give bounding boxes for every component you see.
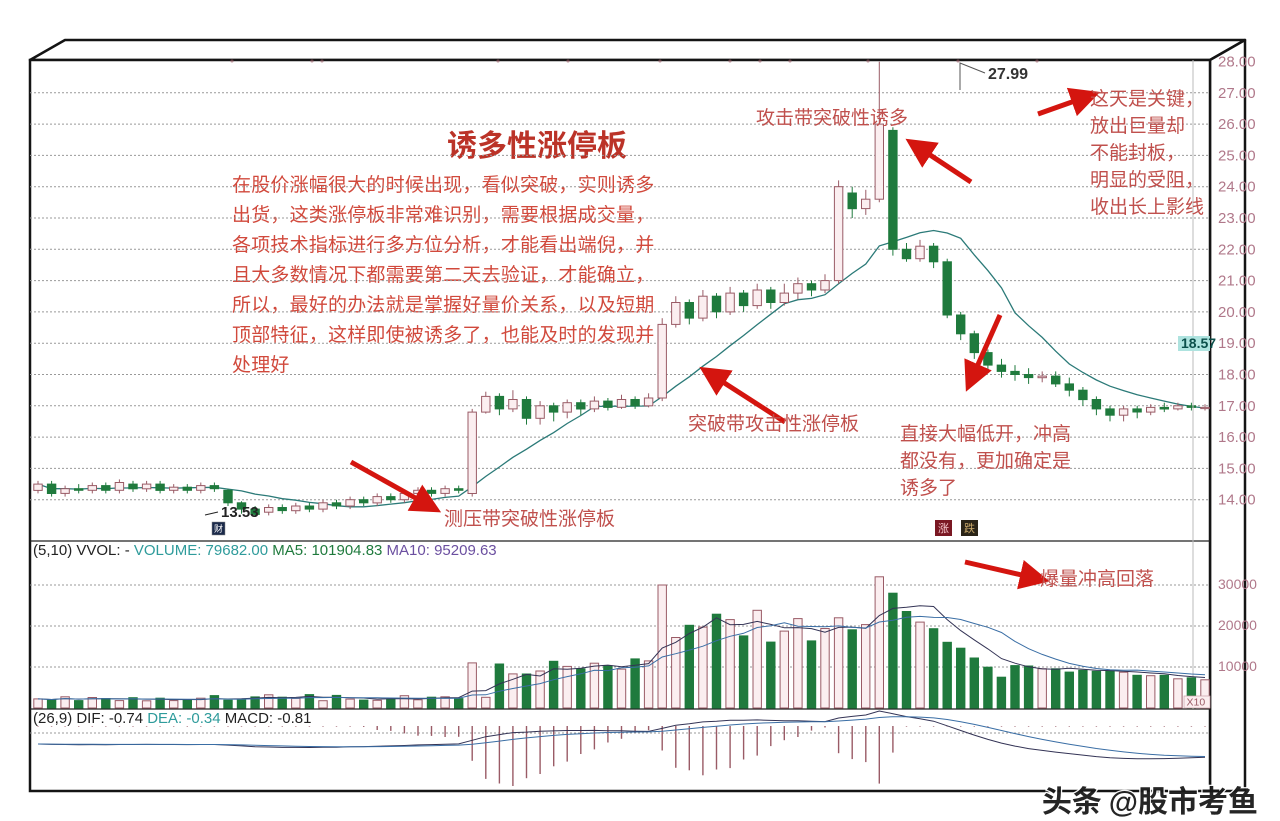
svg-text:诱多性涨停板: 诱多性涨停板 bbox=[447, 121, 627, 165]
svg-text:所以，最好的办法就是掌握好量价关系，以及短期: 所以，最好的办法就是掌握好量价关系，以及短期 bbox=[232, 290, 654, 317]
svg-text:18.57: 18.57 bbox=[1181, 335, 1216, 351]
svg-text:这天是关键，: 这天是关键， bbox=[1090, 84, 1204, 111]
svg-text:19.00: 19.00 bbox=[1218, 335, 1256, 352]
svg-text:在股价涨幅很大的时候出现，看似突破，实则诱多: 在股价涨幅很大的时候出现，看似突破，实则诱多 bbox=[232, 170, 654, 197]
svg-text:处理好: 处理好 bbox=[232, 350, 290, 377]
svg-text:23.00: 23.00 bbox=[1218, 210, 1256, 227]
svg-text:不能封板，: 不能封板， bbox=[1090, 138, 1185, 165]
svg-text:涨: 涨 bbox=[938, 520, 949, 536]
svg-text:跌: 跌 bbox=[964, 520, 975, 536]
svg-text:收出长上影线: 收出长上影线 bbox=[1090, 192, 1204, 219]
svg-text:25.00: 25.00 bbox=[1218, 147, 1256, 164]
svg-text:20.00: 20.00 bbox=[1218, 304, 1256, 321]
svg-text:27.99: 27.99 bbox=[988, 66, 1028, 83]
svg-text:18.00: 18.00 bbox=[1218, 367, 1256, 384]
svg-text:27.00: 27.00 bbox=[1218, 85, 1256, 102]
svg-text:(26,9) DIF: -0.74 DEA: -0.34 M: (26,9) DIF: -0.74 DEA: -0.34 MACD: -0.81 bbox=[33, 710, 311, 727]
svg-text:16.00: 16.00 bbox=[1218, 429, 1256, 446]
svg-text:攻击带突破性诱多: 攻击带突破性诱多 bbox=[756, 103, 908, 130]
svg-text:出货，这类涨停板非常难识别，需要根据成交量，: 出货，这类涨停板非常难识别，需要根据成交量， bbox=[232, 200, 654, 227]
svg-text:突破带攻击性涨停板: 突破带攻击性涨停板 bbox=[688, 409, 859, 436]
svg-text:15.00: 15.00 bbox=[1218, 460, 1256, 477]
svg-text:17.00: 17.00 bbox=[1218, 398, 1256, 415]
svg-text:21.00: 21.00 bbox=[1218, 273, 1256, 290]
svg-text:直接大幅低开，冲高: 直接大幅低开，冲高 bbox=[900, 419, 1071, 446]
svg-text:28.00: 28.00 bbox=[1218, 54, 1256, 71]
svg-text:20000: 20000 bbox=[1218, 617, 1257, 633]
svg-text:14.00: 14.00 bbox=[1218, 492, 1256, 509]
svg-text:明显的受阻，: 明显的受阻， bbox=[1090, 165, 1204, 192]
svg-text:诱多了: 诱多了 bbox=[900, 473, 957, 500]
svg-text:各项技术指标进行多方位分析，才能看出端倪，并: 各项技术指标进行多方位分析，才能看出端倪，并 bbox=[232, 230, 654, 257]
svg-text:X10: X10 bbox=[1187, 697, 1206, 709]
svg-text:10000: 10000 bbox=[1218, 658, 1257, 674]
svg-text:头条 @股市考鱼: 头条 @股市考鱼 bbox=[1042, 777, 1258, 821]
svg-text:(5,10) VVOL: - VOLUME: 79682.0: (5,10) VVOL: - VOLUME: 79682.00 MA5: 101… bbox=[33, 542, 497, 559]
svg-text:测压带突破性涨停板: 测压带突破性涨停板 bbox=[444, 504, 615, 531]
svg-text:都没有，更加确定是: 都没有，更加确定是 bbox=[900, 446, 1071, 473]
svg-text:26.00: 26.00 bbox=[1218, 116, 1256, 133]
svg-text:22.00: 22.00 bbox=[1218, 241, 1256, 258]
svg-text:放出巨量却: 放出巨量却 bbox=[1090, 111, 1185, 138]
svg-text:且大多数情况下都需要第二天去验证，才能确立，: 且大多数情况下都需要第二天去验证，才能确立， bbox=[232, 260, 654, 287]
svg-text:财: 财 bbox=[214, 522, 223, 535]
svg-text:24.00: 24.00 bbox=[1218, 179, 1256, 196]
svg-text:13.53: 13.53 bbox=[221, 504, 259, 521]
svg-text:爆量冲高回落: 爆量冲高回落 bbox=[1040, 564, 1154, 591]
svg-text:30000: 30000 bbox=[1218, 576, 1257, 592]
